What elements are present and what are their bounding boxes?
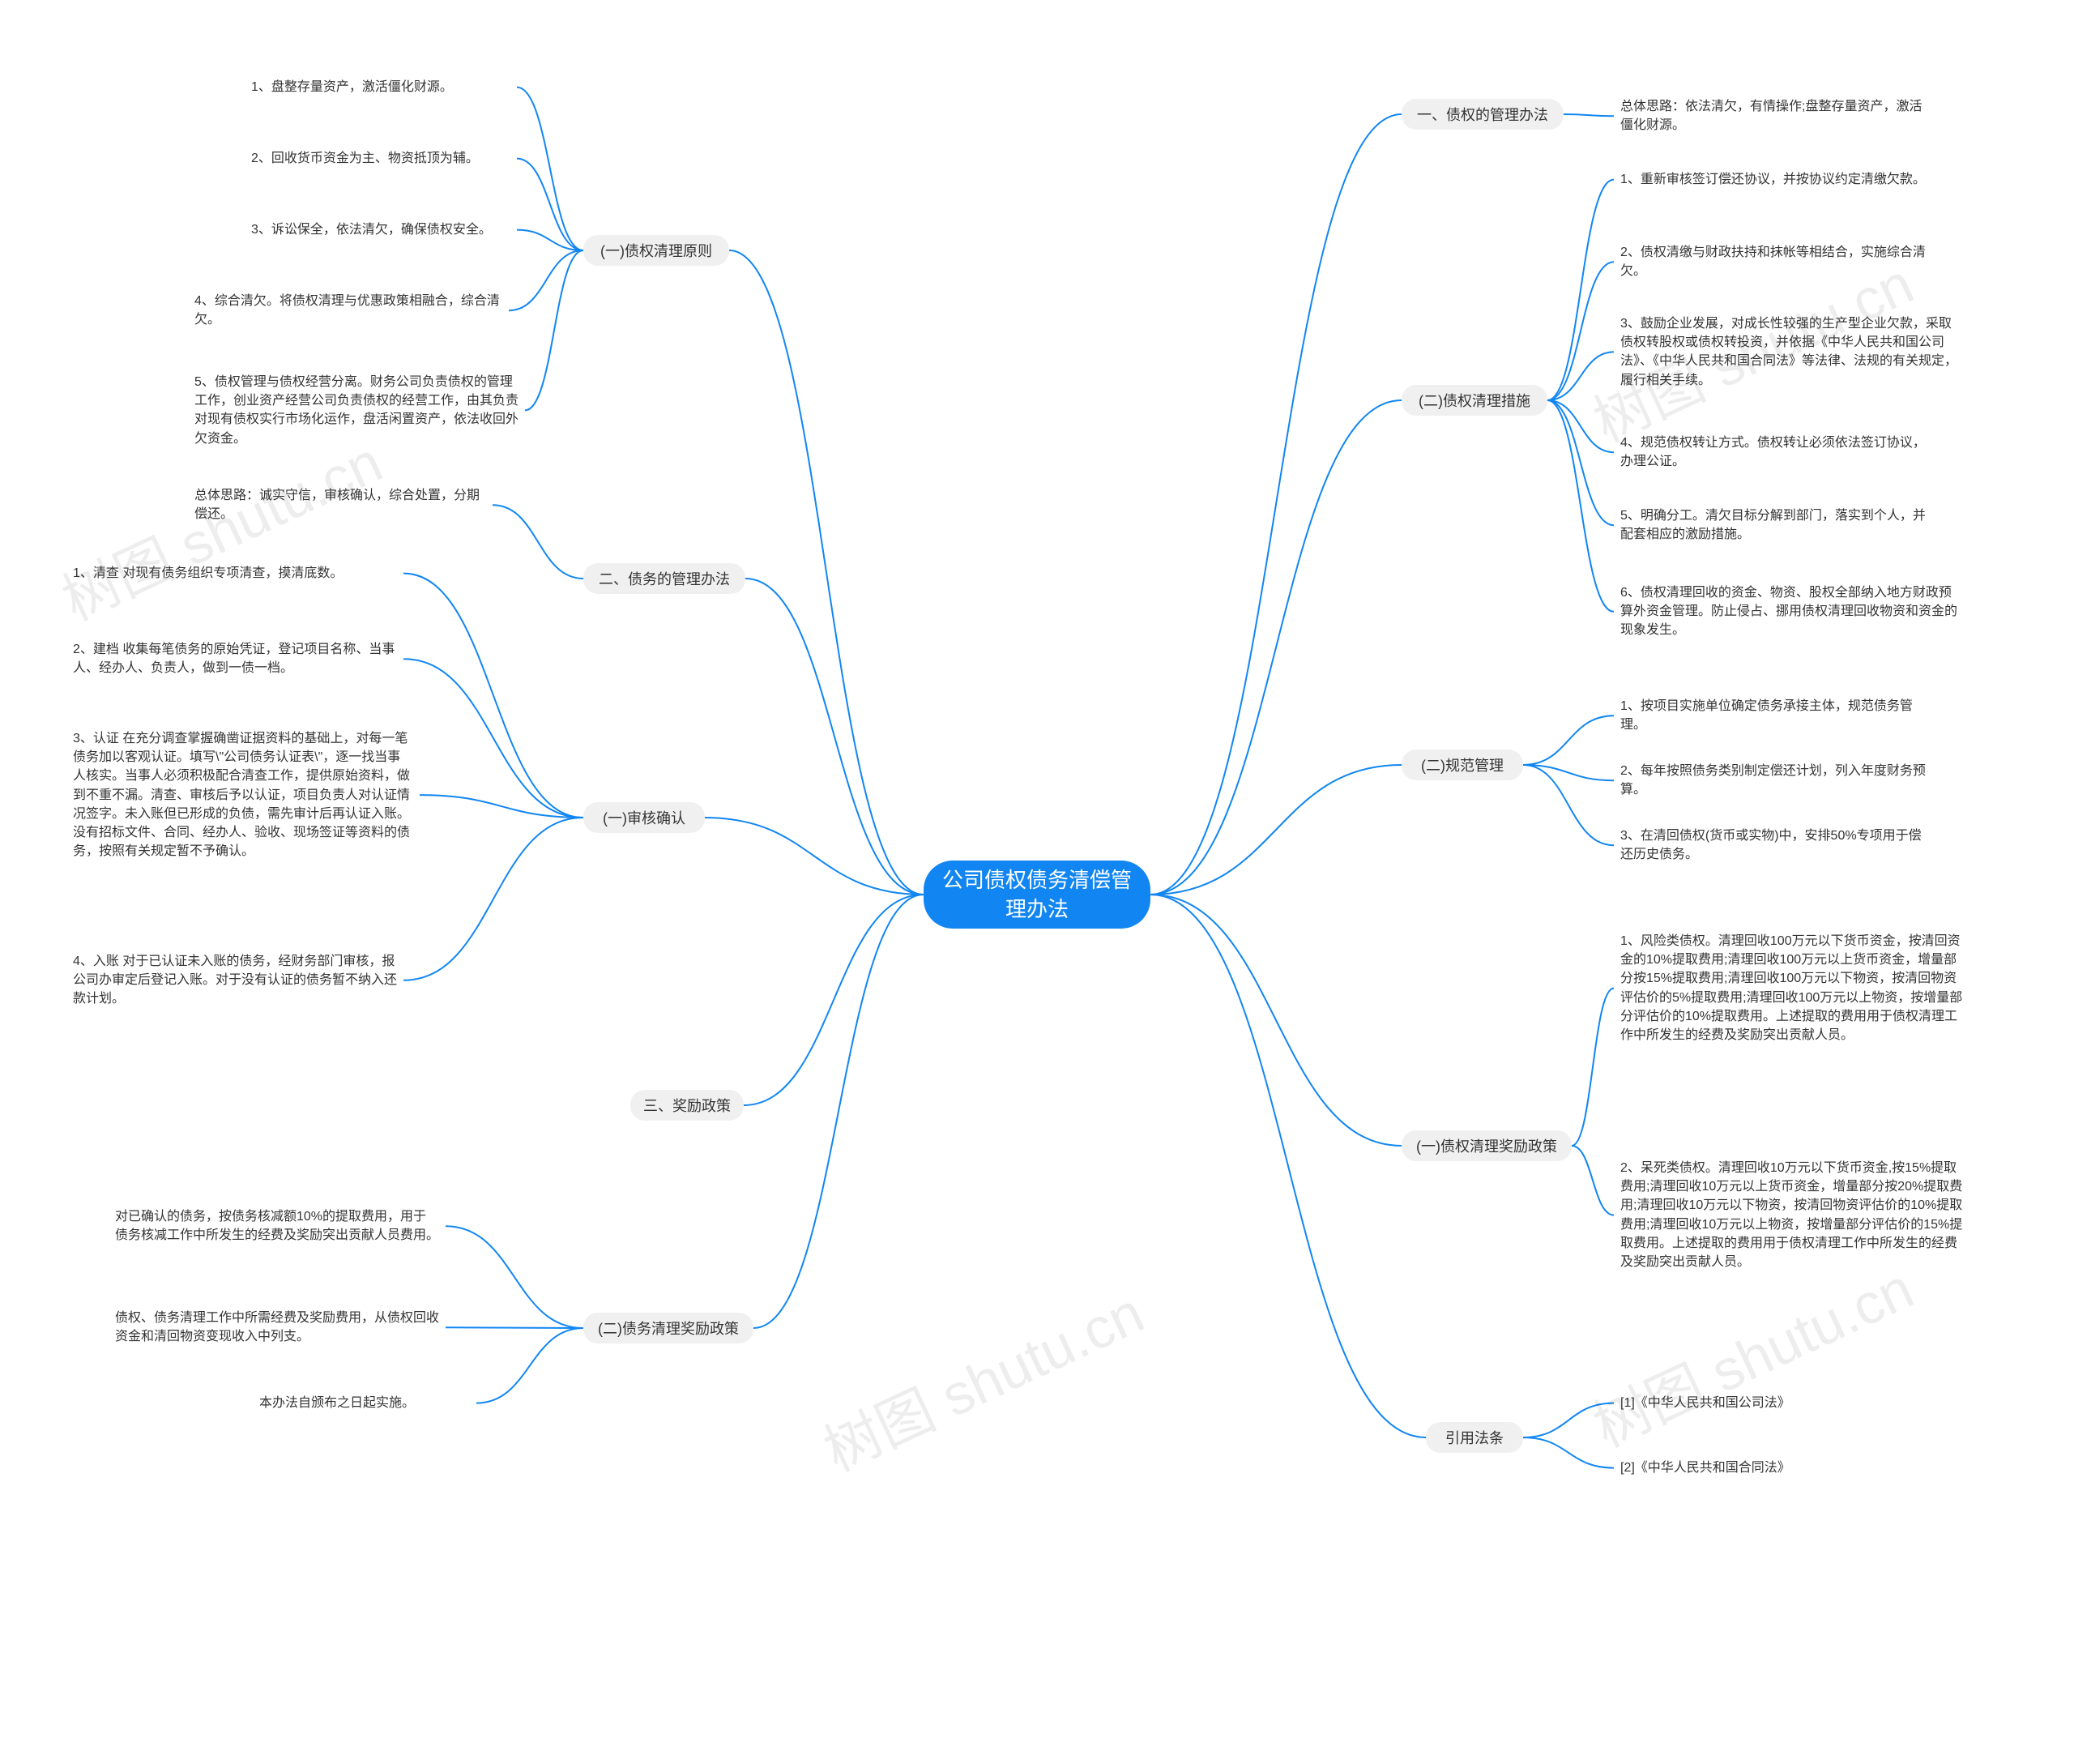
branch-r5: 引用法条 [1426, 1422, 1523, 1453]
leaf-l5-2: 本办法自颁布之日起实施。 [259, 1394, 470, 1412]
leaf-l1-2: 3、诉讼保全，依法清欠，确保债权安全。 [251, 220, 510, 239]
branch-l1: (一)债权清理原则 [583, 235, 729, 266]
leaf-r4-1: 2、呆死类债权。清理回收10万元以下货币资金,按15%提取费用;清理回收10万元… [1620, 1159, 1969, 1271]
leaf-l3-3: 4、入账 对于已认证未入账的债务，经财务部门审核，报公司办审定后登记入账。对于没… [73, 952, 397, 1009]
leaf-r5-0: [1]《中华人民共和国公司法》 [1620, 1394, 1863, 1412]
branch-r3: (二)规范管理 [1402, 750, 1523, 780]
leaf-l1-3: 4、综合清欠。将债权清理与优惠政策相融合，综合清欠。 [194, 292, 502, 329]
leaf-l5-1: 债权、债务清理工作中所需经费及奖励费用，从债权回收资金和清回物资变现收入中列支。 [115, 1309, 439, 1346]
leaf-l3-0: 1、清查 对现有债务组织专项清查，摸清底数。 [73, 564, 397, 583]
leaf-l1-0: 1、盘整存量资产，激活僵化财源。 [251, 78, 510, 96]
leaf-l5-0: 对已确认的债务，按债务核减额10%的提取费用，用于债务核减工作中所发生的经费及奖… [115, 1207, 439, 1245]
leaf-l1-1: 2、回收货币资金为主、物资抵顶为辅。 [251, 149, 510, 168]
leaf-l1-4: 5、债权管理与债权经营分离。财务公司负责债权的管理工作，创业资产经营公司负责债权… [194, 373, 518, 448]
branch-l4: 三、奖励政策 [630, 1090, 744, 1121]
leaf-r2-2: 3、鼓励企业发展，对成长性较强的生产型企业欠款，采取债权转股权或债权转投资，并依… [1620, 314, 1961, 390]
leaf-r2-1: 2、债权清缴与财政扶持和抹帐等相结合，实施综合清欠。 [1620, 243, 1928, 280]
branch-l2: 二、债务的管理办法 [583, 563, 745, 594]
leaf-r3-0: 1、按项目实施单位确定债务承接主体，规范债务管理。 [1620, 697, 1928, 734]
leaf-r3-2: 3、在清回债权(货币或实物)中，安排50%专项用于偿还历史债务。 [1620, 826, 1928, 864]
leaf-r1-0: 总体思路：依法清欠，有情操作;盘整存量资产，激活僵化财源。 [1620, 97, 1928, 135]
leaf-r2-3: 4、规范债权转让方式。债权转让必须依法签订协议，办理公证。 [1620, 434, 1928, 471]
leaf-r3-1: 2、每年按照债务类别制定偿还计划，列入年度财务预算。 [1620, 762, 1928, 799]
leaf-r2-5: 6、债权清理回收的资金、物资、股权全部纳入地方财政预算外资金管理。防止侵占、挪用… [1620, 583, 1961, 640]
branch-r2: (二)债权清理措施 [1402, 385, 1547, 416]
leaf-r2-4: 5、明确分工。清欠目标分解到部门，落实到个人，并配套相应的激励措施。 [1620, 506, 1928, 544]
leaf-r5-1: [2]《中华人民共和国合同法》 [1620, 1459, 1863, 1477]
leaf-l3-1: 2、建档 收集每笔债务的原始凭证，登记项目名称、当事人、经办人、负责人，做到一债… [73, 640, 397, 677]
leaf-r4-0: 1、风险类债权。清理回收100万元以下货币资金，按清回资金的10%提取费用;清理… [1620, 932, 1969, 1044]
branch-l5: (二)债务清理奖励政策 [583, 1313, 753, 1343]
leaf-l2-0: 总体思路：诚实守信，审核确认，综合处置，分期偿还。 [194, 486, 486, 523]
leaf-r2-0: 1、重新审核签订偿还协议，并按协议约定清缴欠款。 [1620, 170, 1928, 189]
center-node: 公司债权债务清偿管理办法 [924, 861, 1150, 929]
branch-l3: (一)审核确认 [583, 802, 705, 833]
branch-r1: 一、债权的管理办法 [1402, 99, 1564, 130]
leaf-l3-2: 3、认证 在充分调查掌握确凿证据资料的基础上，对每一笔债务加以客观认证。填写\"… [73, 729, 413, 861]
branch-r4: (一)债权清理奖励政策 [1402, 1130, 1572, 1161]
